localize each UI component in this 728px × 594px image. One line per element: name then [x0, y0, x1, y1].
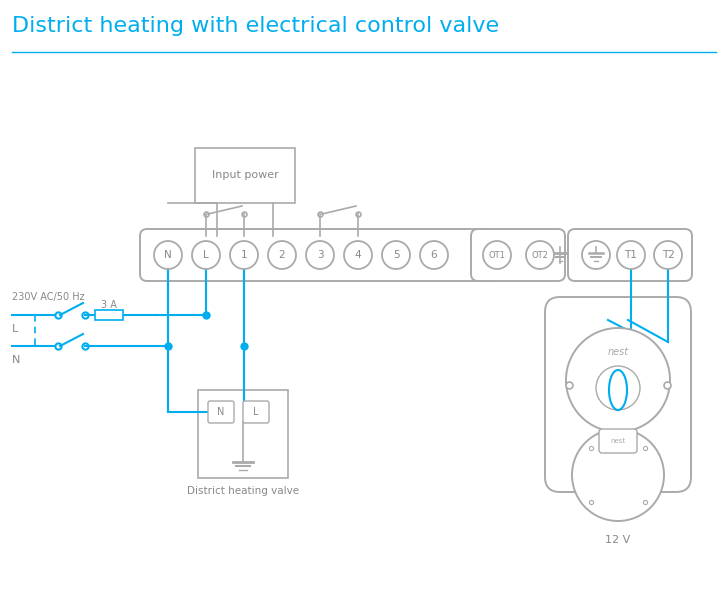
FancyBboxPatch shape — [471, 229, 565, 281]
Circle shape — [268, 241, 296, 269]
FancyBboxPatch shape — [195, 148, 295, 203]
Text: 6: 6 — [431, 250, 438, 260]
Circle shape — [230, 241, 258, 269]
FancyBboxPatch shape — [545, 297, 691, 492]
Text: 4: 4 — [355, 250, 361, 260]
Text: L: L — [203, 250, 209, 260]
Circle shape — [596, 366, 640, 410]
Text: District heating with electrical control valve: District heating with electrical control… — [12, 16, 499, 36]
Text: 12 V: 12 V — [606, 535, 630, 545]
Circle shape — [420, 241, 448, 269]
Text: 3: 3 — [317, 250, 323, 260]
Text: nest: nest — [611, 438, 625, 444]
FancyBboxPatch shape — [208, 401, 234, 423]
Text: Input power: Input power — [212, 170, 278, 181]
Text: N: N — [164, 250, 172, 260]
Text: District heating valve: District heating valve — [187, 486, 299, 496]
Text: T1: T1 — [625, 250, 638, 260]
Circle shape — [344, 241, 372, 269]
Text: 230V AC/50 Hz: 230V AC/50 Hz — [12, 292, 84, 302]
Text: N: N — [218, 407, 225, 417]
Circle shape — [582, 241, 610, 269]
FancyBboxPatch shape — [95, 310, 123, 320]
Circle shape — [526, 241, 554, 269]
Text: OT1: OT1 — [488, 251, 505, 260]
Text: 5: 5 — [392, 250, 400, 260]
Circle shape — [192, 241, 220, 269]
Circle shape — [654, 241, 682, 269]
Circle shape — [617, 241, 645, 269]
FancyBboxPatch shape — [568, 229, 692, 281]
Circle shape — [566, 328, 670, 432]
Text: L: L — [253, 407, 258, 417]
Circle shape — [572, 429, 664, 521]
FancyBboxPatch shape — [243, 401, 269, 423]
Text: 1: 1 — [241, 250, 248, 260]
FancyBboxPatch shape — [599, 429, 637, 453]
Circle shape — [483, 241, 511, 269]
Text: T2: T2 — [662, 250, 674, 260]
Circle shape — [306, 241, 334, 269]
Text: 2: 2 — [279, 250, 285, 260]
FancyBboxPatch shape — [140, 229, 494, 281]
Circle shape — [382, 241, 410, 269]
FancyBboxPatch shape — [198, 390, 288, 478]
Text: N: N — [12, 355, 20, 365]
Text: L: L — [12, 324, 18, 334]
Text: 3 A: 3 A — [101, 300, 117, 310]
Text: OT2: OT2 — [531, 251, 548, 260]
Text: nest: nest — [607, 347, 628, 357]
Circle shape — [154, 241, 182, 269]
